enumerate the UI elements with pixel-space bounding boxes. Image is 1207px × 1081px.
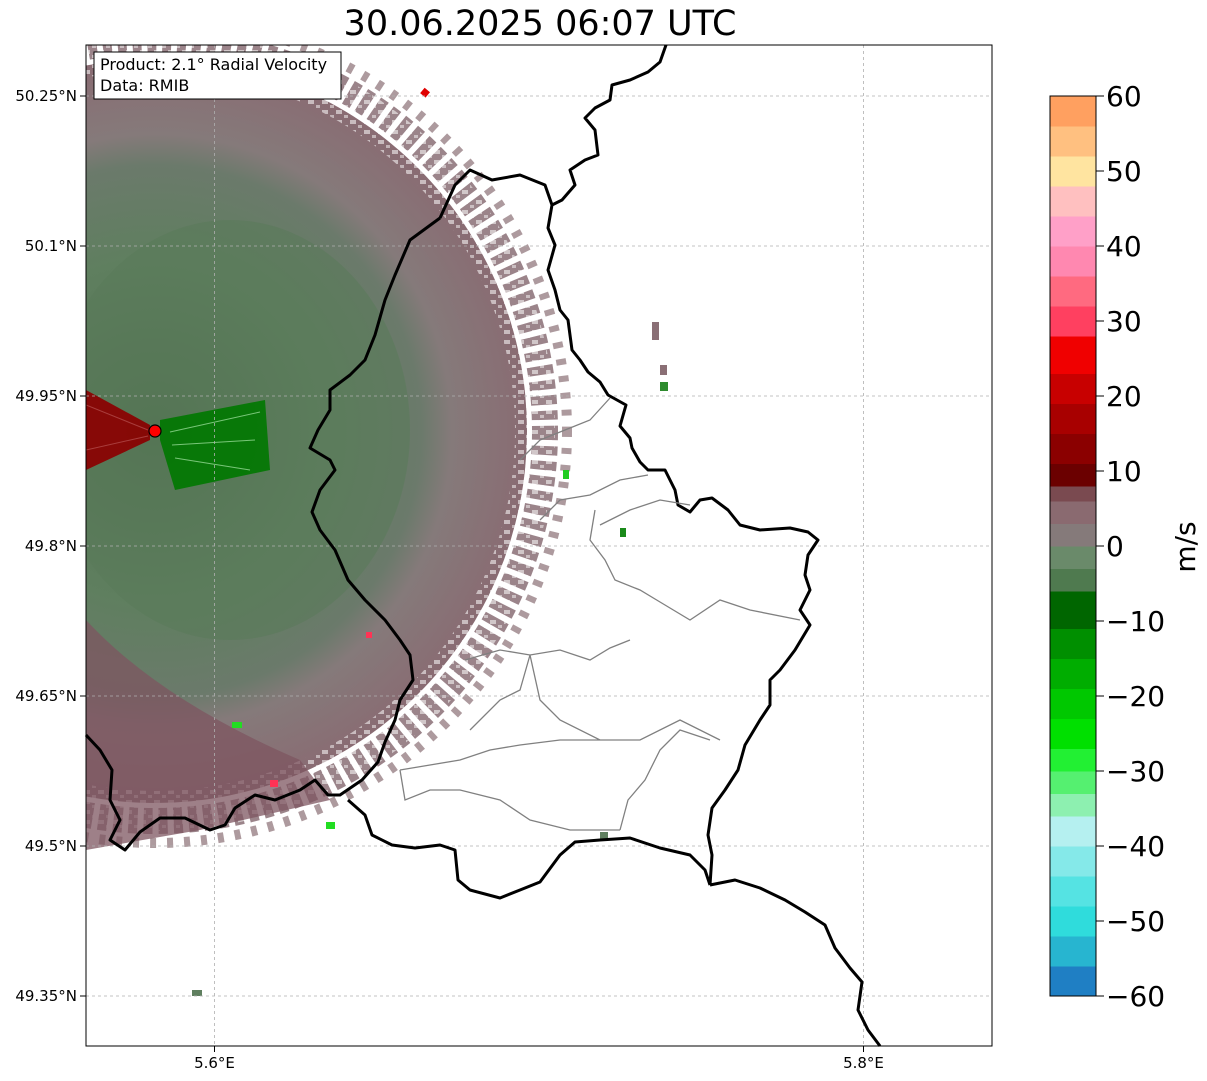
country-border [84,44,882,1047]
colorbar-band [1050,463,1096,487]
info-box: Product: 2.1° Radial Velocity Data: RMIB [93,51,342,100]
lat-tick-label: 49.65°N [15,687,77,705]
colorbar-unit-label: m/s [1169,521,1202,572]
southwest-outbound [86,620,330,850]
colorbar-band [1050,966,1096,997]
canton-borders [399,397,801,831]
colorbar-band [1050,433,1096,464]
colorbar-band [1050,246,1096,277]
lon-tick-label: 5.6°E [194,1054,235,1072]
colorbar-tick-label: 40 [1106,230,1142,263]
colorbar-tick-label: 30 [1106,305,1142,338]
colorbar-band [1050,373,1096,404]
colorbar-tick-label: −10 [1106,605,1165,638]
colorbar-band [1050,936,1096,967]
colorbar-band [1050,126,1096,157]
colorbar-band [1050,306,1096,337]
colorbar-tick-label: −60 [1106,980,1165,1013]
colorbar-tick-label: 20 [1106,380,1142,413]
echo-speck [192,990,202,996]
lat-tick-label: 49.8°N [25,537,77,555]
echo-speck [620,528,626,537]
colorbar-tick-label: −20 [1106,680,1165,713]
colorbar-band [1050,486,1096,502]
colorbar-band [1050,546,1096,569]
colorbar-band [1050,658,1096,689]
colorbar-band [1050,748,1096,772]
echo-speck [270,780,278,787]
echo-speck [420,87,430,98]
lat-tick-label: 50.1°N [25,237,77,255]
lat-tick-label: 50.25°N [15,87,77,105]
strong-outbound-zone [86,390,150,470]
echo-fringe-outer [86,45,572,848]
colorbar-band [1050,403,1096,434]
info-data-source: Data: RMIB [100,76,189,95]
colorbar-tick-label: 0 [1106,530,1124,563]
echo-speck [326,822,335,829]
colorbar-band [1050,793,1096,817]
colorbar-band [1050,501,1096,524]
echo-speck [652,322,659,340]
colorbar-tick-label: 10 [1106,455,1142,488]
colorbar-band [1050,96,1096,127]
echo-speck [660,382,668,391]
echo-speck [232,722,242,728]
info-product: Product: 2.1° Radial Velocity [100,55,327,74]
radar-site-marker [148,424,162,438]
plot-border [85,44,993,1047]
radar-echo-layer [86,45,668,996]
colorbar-band [1050,336,1096,374]
echo-speck [366,632,372,638]
axis-labels: 5.6°E5.8°E6°E6.2°E6.4°E6.6°E50.25°N50.1°… [15,87,884,1072]
colorbar-band [1050,688,1096,719]
map-title: 30.06.2025 06:07 UTC [343,4,737,44]
colorbar-tick-label: 60 [1106,80,1142,113]
colorbar-band [1050,186,1096,217]
colorbar-tick-label: −50 [1106,905,1165,938]
colorbar-band [1050,523,1096,547]
colorbar-band [1050,628,1096,659]
colorbar-tick-label: 50 [1106,155,1142,188]
colorbar-band [1050,591,1096,629]
colorbar-band [1050,846,1096,877]
lon-tick-label: 5.8°E [843,1054,884,1072]
colorbar-band [1050,216,1096,247]
colorbar-band [1050,276,1096,307]
lat-tick-label: 49.95°N [15,387,77,405]
colorbar-tick-label: −30 [1106,755,1165,788]
echo-speck [563,470,569,479]
echo-speck [600,832,608,839]
colorbar-band [1050,568,1096,592]
colorbar-band [1050,906,1096,937]
echo-speck [660,365,667,375]
lat-tick-label: 49.35°N [15,987,77,1005]
strong-inbound-zone [160,400,270,490]
colorbar-tick-label: −40 [1106,830,1165,863]
lat-tick-label: 49.5°N [25,837,77,855]
colorbar-band [1050,771,1096,794]
colorbar-band [1050,718,1096,749]
colorbar-band [1050,156,1096,187]
colorbar-band [1050,816,1096,847]
colorbar-band [1050,876,1096,907]
colorbar: 60 50 40 30 20 10 0 −10 −20 −30 −40 −50 −60 [1049,80,1165,1013]
